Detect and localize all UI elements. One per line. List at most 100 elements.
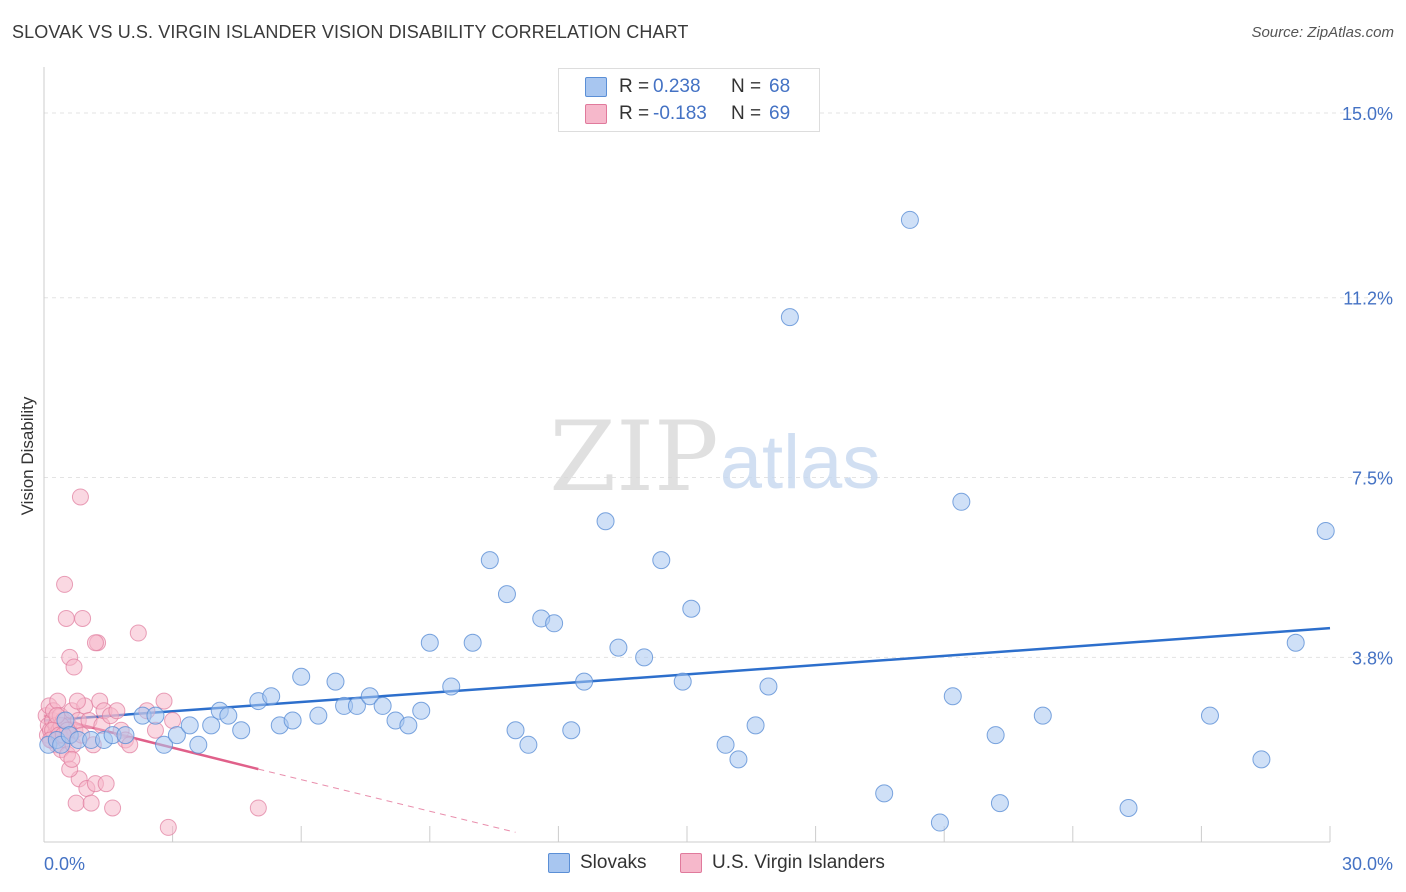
slovak-point — [262, 687, 281, 706]
slovak-point — [146, 706, 165, 725]
slovak-point — [232, 721, 251, 740]
gridlines — [44, 112, 1394, 658]
slovak-point — [682, 599, 701, 618]
slovak-point — [596, 512, 615, 531]
slovak-point — [673, 672, 692, 691]
legend-r-value: 0.238 — [653, 76, 701, 97]
y-tick-label: 7.5% — [1352, 469, 1393, 489]
series-swatch-pink — [680, 853, 702, 873]
virgin-islander-point — [108, 702, 126, 720]
series-label-virgin-islanders: U.S. Virgin Islanders — [712, 852, 885, 873]
y-tick-label: 11.2% — [1343, 289, 1393, 309]
series-label-slovaks: Slovaks — [580, 852, 647, 873]
virgin-islander-point — [97, 775, 115, 793]
legend-row-virgin-islanders: R = -0.183 N = 69 — [585, 102, 790, 126]
virgin-islander-point — [56, 575, 74, 593]
slovak-point — [292, 667, 311, 686]
legend-r-value: -0.183 — [653, 103, 707, 124]
virgin-islander-points — [37, 488, 267, 836]
series-legend-virgin-islanders[interactable]: U.S. Virgin Islanders — [680, 852, 885, 874]
slovak-point — [326, 672, 345, 691]
y-tick-label: 3.8% — [1352, 648, 1393, 668]
legend-n-label: N = — [731, 76, 762, 97]
chart-title: SLOVAK VS U.S. VIRGIN ISLANDER VISION DI… — [12, 22, 689, 42]
slovak-point — [155, 735, 174, 754]
x-tick-labels: 0.0% 30.0% — [44, 854, 1393, 874]
slovak-point — [180, 716, 199, 735]
virgin-islander-point — [65, 658, 83, 676]
slovak-point — [609, 638, 628, 657]
slovak-point — [442, 677, 461, 696]
legend-r-label: R = — [619, 103, 650, 124]
slovak-point — [635, 648, 654, 667]
legend-n-value: 68 — [769, 76, 791, 97]
legend-swatch-blue — [585, 77, 607, 97]
slovak-point — [1033, 706, 1052, 725]
virgin-islander-point — [155, 692, 173, 710]
legend-swatch-pink — [585, 104, 607, 124]
slovak-point — [1252, 750, 1271, 769]
virgin-islander-point — [49, 692, 67, 710]
slovak-point — [729, 750, 748, 769]
slovak-point — [780, 308, 799, 327]
slovak-points — [39, 210, 1335, 832]
slovak-point — [1200, 706, 1219, 725]
slovak-point — [930, 813, 949, 832]
slovak-point — [1316, 521, 1335, 540]
y-tick-label: 15.0% — [1342, 104, 1393, 124]
slovak-point — [116, 726, 135, 745]
virgin-islander-point — [82, 794, 100, 812]
virgin-islander-point — [159, 818, 177, 836]
slovak-point — [506, 721, 525, 740]
virgin-islander-point — [67, 794, 85, 812]
slovak-point — [347, 696, 366, 715]
slovak-point — [562, 721, 581, 740]
virgin-islander-point — [68, 692, 86, 710]
virgin-islander-point — [71, 488, 89, 506]
slovak-point — [497, 585, 516, 604]
slovak-point — [1119, 798, 1138, 817]
watermark: ZIP atlas — [549, 401, 880, 513]
x-tick-label: 0.0% — [44, 854, 85, 874]
slovak-point — [900, 210, 919, 229]
virgin-islander-point — [86, 634, 104, 652]
slovak-point — [943, 687, 962, 706]
slovak-point — [463, 633, 482, 652]
slovak-point — [283, 711, 302, 730]
slovak-point — [875, 784, 894, 803]
source-label: Source: ZipAtlas.com — [1251, 24, 1394, 41]
y-tick-labels: 3.8% 7.5% 11.2% 15.0% — [1342, 104, 1393, 668]
virgin-islander-point — [63, 750, 81, 768]
slovak-point — [412, 701, 431, 720]
virgin-islander-point — [74, 609, 92, 627]
slovak-point — [480, 551, 499, 570]
slovak-point — [986, 726, 1005, 745]
virgin-islander-point — [57, 609, 75, 627]
virgin-islander-point — [129, 624, 147, 642]
slovak-point — [990, 794, 1009, 813]
x-tick-label: 30.0% — [1342, 854, 1393, 874]
series-legend: Slovaks U.S. Virgin Islanders — [0, 852, 1406, 876]
series-legend-slovaks[interactable]: Slovaks — [548, 852, 647, 874]
virgin-islander-point — [104, 799, 122, 817]
slovak-point — [373, 696, 392, 715]
correlation-legend: R = 0.238 N = 68 R = -0.183 N = 69 — [558, 68, 820, 132]
slovak-point — [360, 687, 379, 706]
slovak-point — [202, 716, 221, 735]
slovak-point — [716, 735, 735, 754]
legend-n-value: 69 — [769, 103, 791, 124]
slovak-point — [519, 735, 538, 754]
slovak-point — [952, 492, 971, 511]
legend-r-label: R = — [619, 76, 650, 97]
watermark-atlas: atlas — [720, 420, 881, 505]
slovak-point — [746, 716, 765, 735]
slovak-point — [219, 706, 238, 725]
legend-row-slovaks: R = 0.238 N = 68 — [585, 75, 790, 99]
slovak-point — [399, 716, 418, 735]
virgin-islander-point — [164, 712, 182, 730]
slovak-point — [652, 551, 671, 570]
slovak-point — [309, 706, 328, 725]
watermark-zip: ZIP — [549, 401, 718, 513]
slovak-point — [167, 726, 186, 745]
